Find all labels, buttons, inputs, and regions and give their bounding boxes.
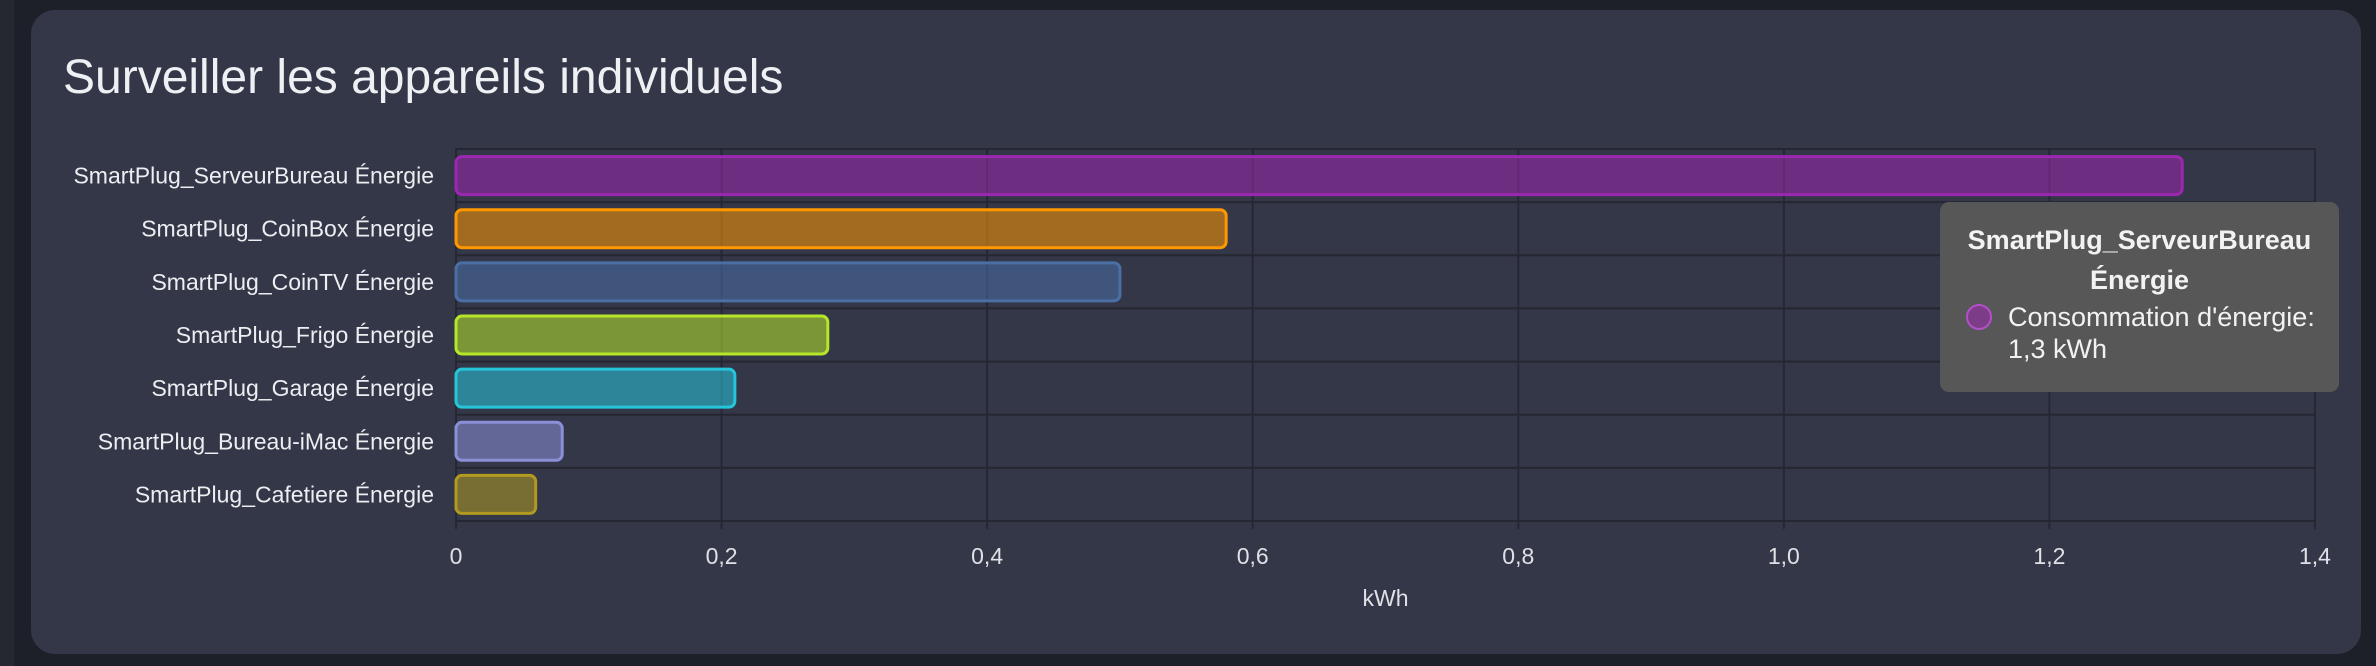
tooltip-title-line1: SmartPlug_ServeurBureau [1967,225,2312,255]
card-title: Surveiller les appareils individuels [63,51,784,104]
x-tick-label: 1,4 [2299,543,2331,569]
y-category-label: SmartPlug_CoinTV Énergie [151,269,434,295]
chart-tooltip: SmartPlug_ServeurBureau Énergie Consomma… [1940,202,2339,392]
x-tick-label: 0 [450,543,463,569]
tooltip-title-line2: Énergie [2089,265,2190,295]
background-strip [0,0,14,666]
tooltip-series-label: Consommation d'énergie: [2008,302,2315,332]
y-category-label: SmartPlug_Garage Énergie [151,375,434,401]
x-tick-label: 0,8 [1502,543,1534,569]
y-category-label: SmartPlug_Cafetiere Énergie [135,481,434,507]
x-axis-label: kWh [1363,585,1409,611]
y-category-label: SmartPlug_Bureau-iMac Énergie [98,428,434,454]
bar [454,208,1228,250]
bar [454,155,2184,197]
bar [454,314,830,356]
x-tick-label: 0,4 [971,543,1003,569]
tooltip-title: SmartPlug_ServeurBureau Énergie [1940,220,2339,300]
bar [454,473,538,515]
x-tick-label: 0,2 [706,543,738,569]
tooltip-series-value: 1,3 kWh [2008,334,2108,364]
tooltip-series-row: Consommation d'énergie: 1,3 kWh [2008,301,2338,365]
bar [454,420,564,462]
bar [454,367,737,409]
x-tick-label: 0,6 [1237,543,1269,569]
y-category-label: SmartPlug_CoinBox Énergie [141,216,434,242]
x-tick-label: 1,2 [2033,543,2065,569]
x-tick-label: 1,0 [1768,543,1800,569]
tooltip-series-swatch [1966,304,1992,330]
bar [454,261,1122,303]
y-category-label: SmartPlug_Frigo Énergie [176,322,434,348]
y-category-label: SmartPlug_ServeurBureau Énergie [73,163,434,189]
